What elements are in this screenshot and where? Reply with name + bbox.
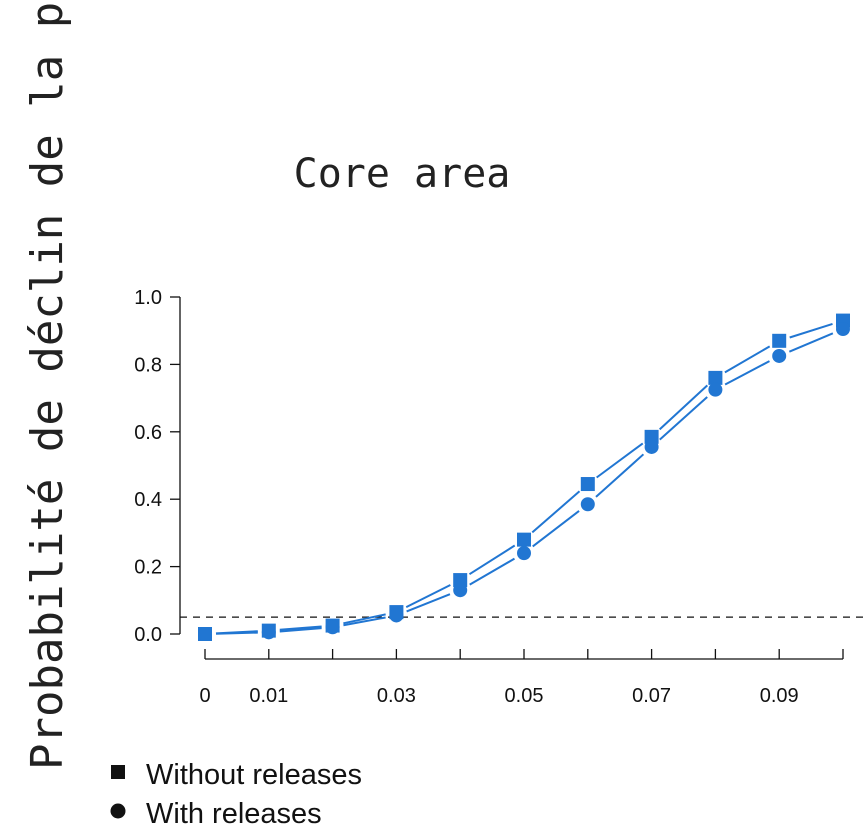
x-tick-label: 0: [199, 685, 210, 707]
data-point-square: [708, 370, 723, 385]
series-segment: [469, 557, 515, 586]
y-tick-label: 0.6: [134, 422, 162, 444]
data-point-circle: [198, 627, 212, 641]
data-point-square: [517, 532, 531, 547]
series-segment: [279, 627, 322, 633]
series-segment: [724, 345, 771, 374]
series-segment: [595, 453, 645, 498]
x-tick-label: 0.07: [632, 685, 671, 707]
data-point-square: [772, 333, 787, 348]
series-segment: [531, 490, 581, 534]
series-segment: [789, 322, 833, 339]
data-point-circle: [708, 382, 723, 397]
series-points: [198, 313, 850, 641]
x-tick-label: 0.09: [760, 685, 799, 707]
series-lines: [215, 322, 834, 635]
legend-label-without-releases: Without releases: [146, 759, 362, 791]
y-axis: 0.0 0.2 0.4 0.6 0.8 1.0: [134, 287, 181, 646]
series-segment: [279, 625, 322, 631]
legend: Without releases With releases: [110, 759, 362, 830]
data-point-square: [580, 477, 595, 492]
data-point-circle: [644, 439, 659, 454]
y-tick-label: 1.0: [134, 287, 162, 309]
series-segment: [659, 396, 708, 441]
data-point-square: [453, 573, 468, 588]
y-tick-label: 0.0: [134, 624, 162, 646]
y-tick-label: 0.4: [134, 489, 162, 511]
data-point-circle: [389, 608, 404, 623]
y-tick-label: 0.8: [134, 354, 162, 376]
series-segment: [405, 584, 451, 609]
series-segment: [788, 332, 834, 353]
x-axis: 0 0.01 0.03 0.05 0.07 0.09: [199, 649, 844, 707]
data-point-circle: [453, 583, 468, 598]
x-tick-label: 0.03: [377, 685, 416, 707]
series-segment: [658, 384, 709, 431]
x-tick-label: 0.01: [249, 685, 288, 707]
data-point-square: [644, 429, 659, 444]
legend-square-marker: [111, 765, 125, 779]
chart-title: Core area: [294, 151, 511, 197]
x-tick-label: 0.05: [505, 685, 544, 707]
series-segment: [532, 510, 580, 548]
data-point-circle: [772, 348, 787, 363]
data-point-circle: [325, 620, 340, 635]
y-tick-label: 0.2: [134, 557, 162, 579]
legend-label-with-releases: With releases: [146, 798, 322, 830]
data-point-circle: [580, 497, 595, 512]
series-segment: [596, 442, 644, 479]
data-point-circle: [261, 625, 276, 640]
series-segment: [724, 360, 770, 386]
data-point-circle: [836, 322, 850, 337]
legend-circle-marker: [110, 803, 126, 819]
series-segment: [406, 593, 451, 613]
series-segment: [215, 631, 258, 635]
y-axis-label: Probabilité de déclin de la population: [22, 0, 73, 770]
series-segment: [343, 613, 386, 625]
series-segment: [343, 616, 386, 627]
data-point-circle: [517, 546, 531, 561]
series-segment: [468, 544, 516, 576]
